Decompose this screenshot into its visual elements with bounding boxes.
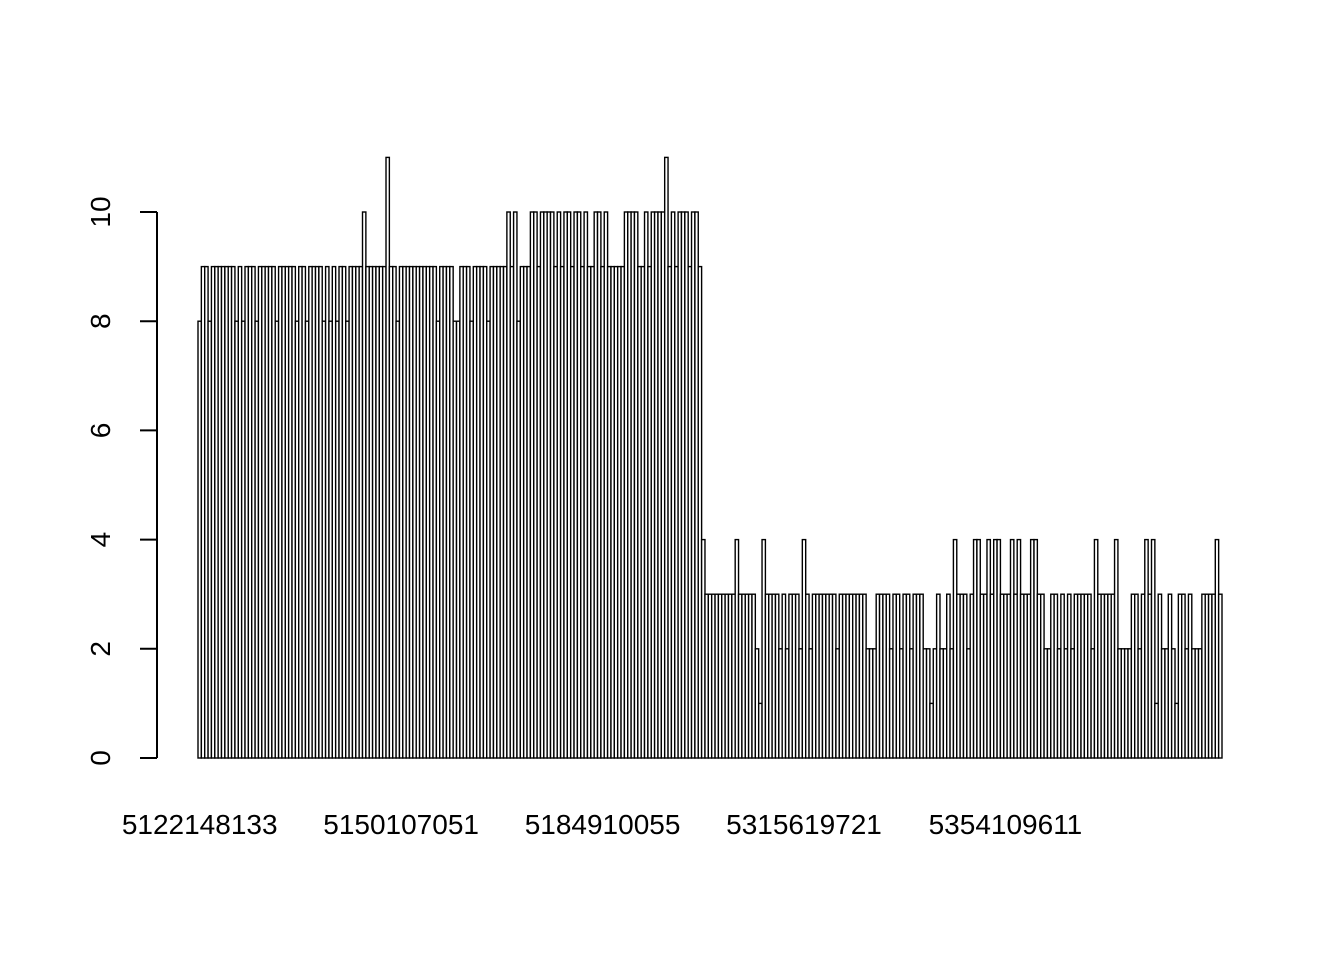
bars-group <box>197 156 1223 759</box>
x-tick-label: 5315619721 <box>726 809 882 840</box>
x-tick-label: 5150107051 <box>323 809 479 840</box>
y-axis: 0 2 4 6 8 10 <box>85 196 158 766</box>
x-tick-label: 5184910055 <box>525 809 681 840</box>
bar <box>1150 538 1156 759</box>
y-tick-label: 10 <box>85 196 116 227</box>
bar <box>697 265 703 759</box>
y-tick-label: 4 <box>85 532 116 548</box>
y-tick-label: 8 <box>85 313 116 329</box>
y-tick-label: 0 <box>85 750 116 766</box>
x-tick-label: 5354109611 <box>929 809 1083 840</box>
y-tick-label: 2 <box>85 641 116 657</box>
y-tick-label: 6 <box>85 423 116 439</box>
x-tick-label: 5122148133 <box>122 809 278 840</box>
x-axis-labels: 5122148133 5150107051 5184910055 5315619721… <box>122 809 1082 840</box>
bar <box>1217 593 1223 759</box>
